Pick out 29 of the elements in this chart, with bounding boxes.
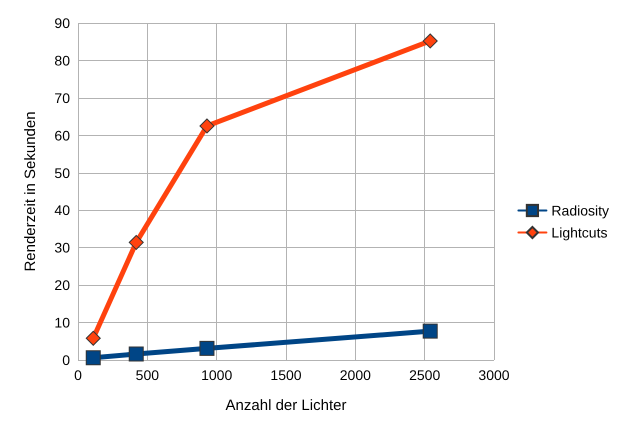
x-tick-label: 500: [136, 367, 160, 383]
x-tick-label: 2000: [340, 367, 372, 383]
x-tick-label: 1500: [270, 367, 302, 383]
point: [86, 350, 101, 366]
point: [128, 346, 144, 362]
point: [199, 118, 214, 134]
y-tick-label: 60: [54, 127, 70, 144]
point: [422, 33, 438, 48]
x-tick-label: 2500: [409, 367, 440, 383]
point: [422, 324, 438, 339]
legend-label: Radiosity: [551, 202, 610, 218]
y-tick-label: 30: [54, 240, 70, 256]
y-axis-title: Renderzeit in Sekunden: [22, 111, 39, 272]
point: [86, 330, 101, 346]
y-tick-label: 50: [54, 164, 70, 181]
y-tick-label: 0: [62, 352, 70, 368]
x-tick-label: 1000: [201, 367, 232, 383]
legend-label: Lightcuts: [551, 224, 608, 240]
y-tick-label: 40: [54, 202, 70, 218]
x-axis-title: Anzahl der Lichter: [226, 397, 346, 414]
y-tick-label: 70: [54, 90, 70, 106]
x-tick-label: 3000: [478, 367, 510, 383]
y-tick-label: 20: [54, 277, 70, 294]
y-tick-label: 80: [54, 52, 70, 68]
point: [199, 340, 214, 356]
point: [128, 234, 144, 250]
x-tick-label: 0: [74, 367, 82, 383]
y-tick-label: 10: [54, 314, 70, 331]
y-tick-label: 90: [54, 15, 70, 31]
